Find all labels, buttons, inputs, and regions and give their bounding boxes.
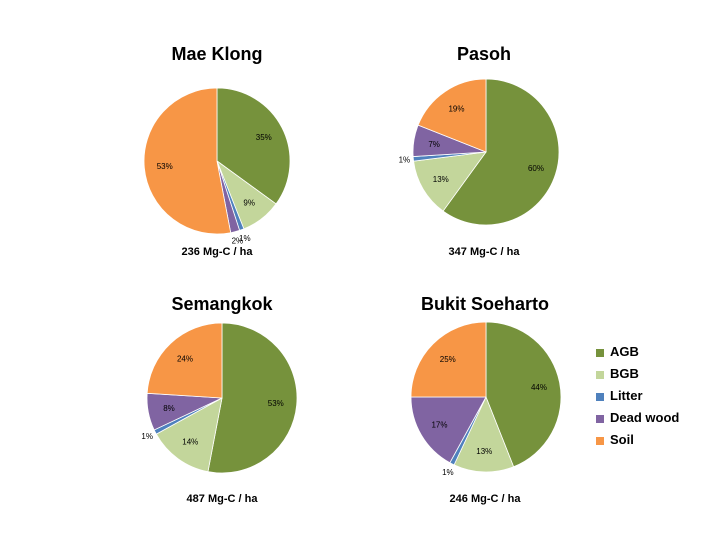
pie-label-litter: 1% xyxy=(239,234,251,243)
legend-swatch xyxy=(596,415,604,423)
legend-swatch xyxy=(596,349,604,357)
pie-label-litter: 1% xyxy=(442,468,454,477)
pie-slice-bgb xyxy=(155,397,223,473)
pie-total-label: 347 Mg-C / ha xyxy=(448,246,520,258)
pie-slice-agb xyxy=(485,321,562,468)
pie-label-dead-wood: 17% xyxy=(431,421,447,430)
pie-label-bgb: 9% xyxy=(243,199,255,208)
pie-slice-soil xyxy=(146,322,223,399)
pie-slice-soil xyxy=(410,321,487,398)
pie-label-agb: 35% xyxy=(256,133,272,142)
pie-label-bgb: 13% xyxy=(476,447,492,456)
pie-title: Pasoh xyxy=(456,44,512,64)
pie-total-label: 236 Mg-C / ha xyxy=(181,246,253,258)
pie-label-bgb: 13% xyxy=(433,175,449,184)
pie-slice-bgb xyxy=(413,151,487,212)
legend-swatch xyxy=(596,393,604,401)
pie-slice-agb xyxy=(216,87,291,205)
pie-slice-agb xyxy=(442,78,560,226)
pie-label-agb: 53% xyxy=(268,399,284,408)
pie-label-litter: 1% xyxy=(141,432,153,441)
pie-slice-agb xyxy=(207,322,298,474)
pie-label-soil: 24% xyxy=(177,355,193,364)
legend-label: Dead wood xyxy=(610,410,680,425)
pie-slice-bgb xyxy=(453,395,515,473)
legend-label: Litter xyxy=(610,388,643,403)
legend-swatch xyxy=(596,371,604,379)
pie-label-dead-wood: 8% xyxy=(163,404,175,413)
pie-label-agb: 44% xyxy=(531,383,547,392)
pie-label-soil: 25% xyxy=(440,355,456,364)
pie-label-soil: 19% xyxy=(448,105,464,114)
pie-label-dead-wood: 2% xyxy=(232,236,244,245)
pie-slice-dead-wood xyxy=(410,396,487,464)
pie-slice-soil xyxy=(143,87,232,235)
pie-label-litter: 1% xyxy=(399,156,411,165)
pie-label-agb: 60% xyxy=(528,164,544,173)
legend-swatch xyxy=(596,437,604,445)
legend-label: BGB xyxy=(610,366,639,381)
pie-chart: 60% 13% 1% 7% 19% xyxy=(399,78,560,226)
pie-total-label: 246 Mg-C / ha xyxy=(449,493,521,505)
pie-title: Mae Klong xyxy=(171,44,263,64)
pie-slice-soil xyxy=(417,78,487,153)
pie-title: Semangkok xyxy=(171,294,273,314)
pie-chart: 44% 13% 1% 17% 25% xyxy=(410,321,562,477)
legend-label: AGB xyxy=(610,344,639,359)
pie-chart: 53% 14% 1% 8% 24% xyxy=(141,322,298,474)
pie-chart: 35% 9% 1%2% 53% xyxy=(143,87,291,245)
pie-label-soil: 53% xyxy=(157,162,173,171)
pie-title: Bukit Soeharto xyxy=(420,294,549,314)
pie-total-label: 487 Mg-C / ha xyxy=(186,493,258,505)
pie-label-bgb: 14% xyxy=(182,438,198,447)
legend-label: Soil xyxy=(610,432,634,447)
pie-label-dead-wood: 7% xyxy=(428,140,440,149)
